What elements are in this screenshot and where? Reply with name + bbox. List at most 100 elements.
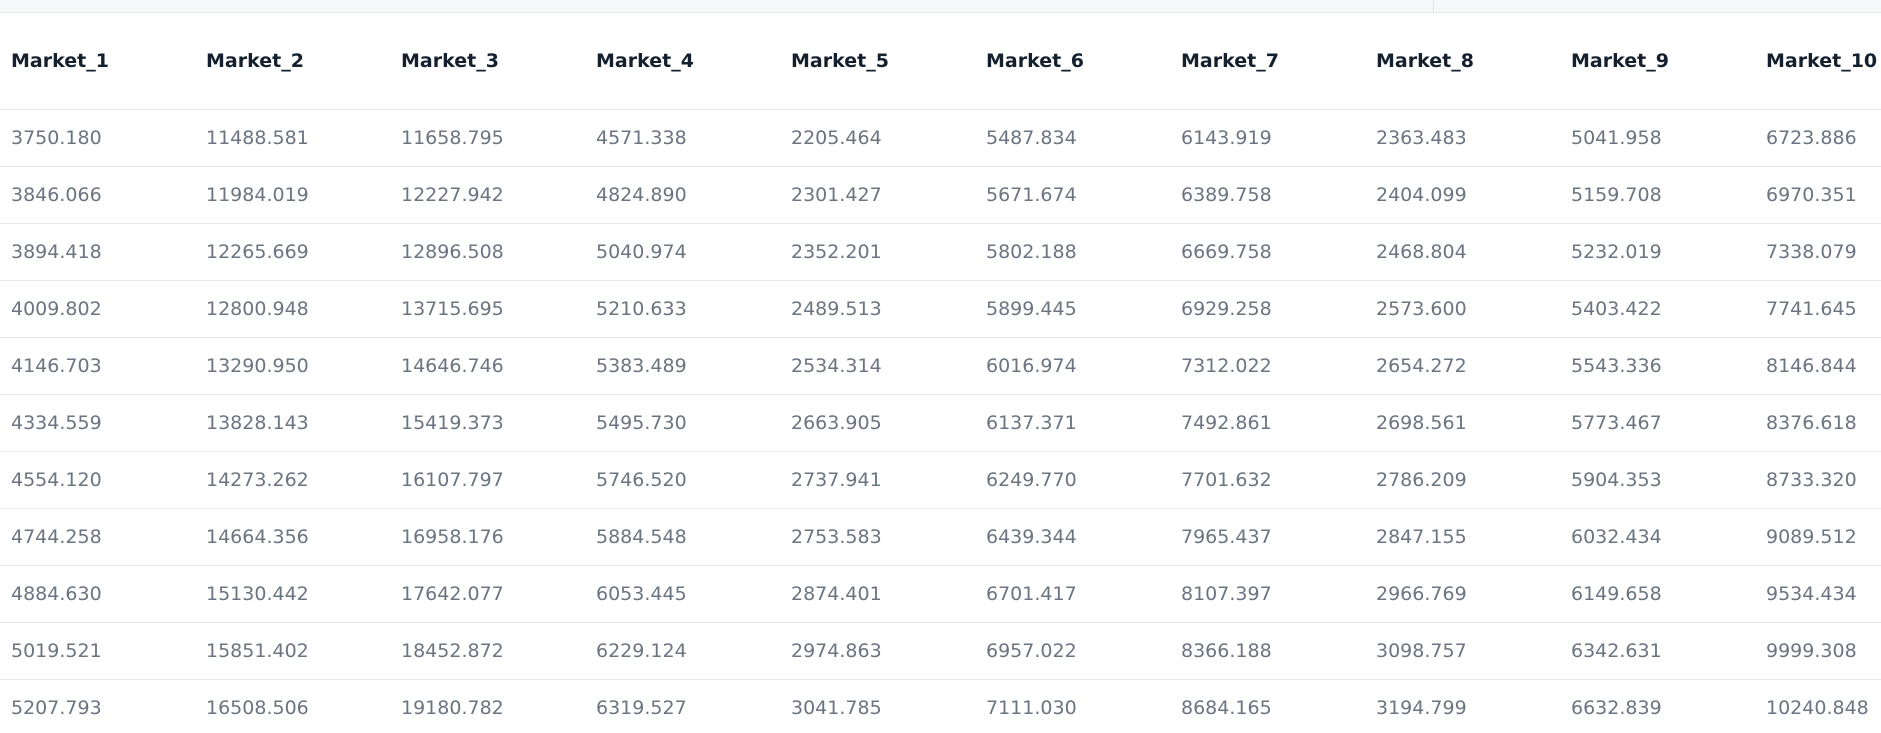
table-cell: 9089.512: [1755, 508, 1881, 566]
table-cell: 7701.632: [1170, 451, 1365, 509]
table-cell: 5040.974: [585, 223, 780, 281]
table-cell: 8376.618: [1755, 394, 1881, 452]
table-cell: 6342.631: [1560, 622, 1755, 680]
table-cell: 12227.942: [390, 166, 585, 224]
table-cell: 7338.079: [1755, 223, 1881, 281]
table-cell: 2786.209: [1365, 451, 1560, 509]
table-row[interactable]: 4884.630 15130.442 17642.077 6053.445 2874.4…: [0, 565, 1881, 623]
table-row[interactable]: 3846.066 11984.019 12227.942 4824.890 2301.4…: [0, 166, 1881, 224]
table-cell: 6389.758: [1170, 166, 1365, 224]
table-cell: 5746.520: [585, 451, 780, 509]
table-cell: 2363.483: [1365, 109, 1560, 167]
table-cell: 7492.861: [1170, 394, 1365, 452]
table-cell: 5487.834: [975, 109, 1170, 167]
table-cell: 5802.188: [975, 223, 1170, 281]
table-cell: 5671.674: [975, 166, 1170, 224]
table-cell: 5403.422: [1560, 280, 1755, 338]
table-cell: 6149.658: [1560, 565, 1755, 623]
column-header[interactable]: Market_2: [195, 13, 390, 110]
table-cell: 6957.022: [975, 622, 1170, 680]
table-cell: 2573.600: [1365, 280, 1560, 338]
column-header[interactable]: Market_10: [1755, 13, 1881, 110]
table-cell: 6632.839: [1560, 679, 1755, 733]
table-cell: 3750.180: [0, 109, 195, 167]
table-cell: 3894.418: [0, 223, 195, 281]
table-cell: 5159.708: [1560, 166, 1755, 224]
table-cell: 6249.770: [975, 451, 1170, 509]
table-cell: 13828.143: [195, 394, 390, 452]
table-cell: 6053.445: [585, 565, 780, 623]
table-row[interactable]: 4009.802 12800.948 13715.695 5210.633 2489.5…: [0, 280, 1881, 338]
header-row: Market_1 Market_2 Market_3 Market_4 Mark…: [0, 13, 1881, 110]
table-cell: 7741.645: [1755, 280, 1881, 338]
table-cell: 5495.730: [585, 394, 780, 452]
column-header[interactable]: Market_5: [780, 13, 975, 110]
table-cell: 5210.633: [585, 280, 780, 338]
table-cell: 2534.314: [780, 337, 975, 395]
table-row[interactable]: 4744.258 14664.356 16958.176 5884.548 2753.5…: [0, 508, 1881, 566]
table-cell: 5543.336: [1560, 337, 1755, 395]
table-cell: 2654.272: [1365, 337, 1560, 395]
table-cell: 3041.785: [780, 679, 975, 733]
table-row[interactable]: 5019.521 15851.402 18452.872 6229.124 2974.8…: [0, 622, 1881, 680]
table-cell: 16508.506: [195, 679, 390, 733]
table-cell: 5041.958: [1560, 109, 1755, 167]
table-cell: 8146.844: [1755, 337, 1881, 395]
table-cell: 19180.782: [390, 679, 585, 733]
table-cell: 3194.799: [1365, 679, 1560, 733]
table-cell: 11984.019: [195, 166, 390, 224]
table-cell: 4146.703: [0, 337, 195, 395]
table-cell: 5899.445: [975, 280, 1170, 338]
table-cell: 6016.974: [975, 337, 1170, 395]
column-header[interactable]: Market_6: [975, 13, 1170, 110]
column-header[interactable]: Market_9: [1560, 13, 1755, 110]
table-cell: 6229.124: [585, 622, 780, 680]
table-cell: 9999.308: [1755, 622, 1881, 680]
table-cell: 2847.155: [1365, 508, 1560, 566]
table-cell: 5232.019: [1560, 223, 1755, 281]
table-cell: 3098.757: [1365, 622, 1560, 680]
table-cell: 3846.066: [0, 166, 195, 224]
table-row[interactable]: 4334.559 13828.143 15419.373 5495.730 2663.9…: [0, 394, 1881, 452]
column-header[interactable]: Market_8: [1365, 13, 1560, 110]
table-cell: 14273.262: [195, 451, 390, 509]
table-cell: 8684.165: [1170, 679, 1365, 733]
table-cell: 6439.344: [975, 508, 1170, 566]
table-cell: 6137.371: [975, 394, 1170, 452]
table-cell: 16958.176: [390, 508, 585, 566]
table-cell: 4884.630: [0, 565, 195, 623]
table-cell: 12800.948: [195, 280, 390, 338]
column-header[interactable]: Market_7: [1170, 13, 1365, 110]
table-cell: 2966.769: [1365, 565, 1560, 623]
table-cell: 17642.077: [390, 565, 585, 623]
table-row[interactable]: 3894.418 12265.669 12896.508 5040.974 2352.2…: [0, 223, 1881, 281]
top-toolbar-strip: [0, 0, 1881, 13]
data-table: Market_1 Market_2 Market_3 Market_4 Mark…: [0, 13, 1881, 733]
table-cell: 6929.258: [1170, 280, 1365, 338]
table-cell: 7111.030: [975, 679, 1170, 733]
table-cell: 11658.795: [390, 109, 585, 167]
toolbar-divider: [1433, 0, 1434, 12]
column-header[interactable]: Market_3: [390, 13, 585, 110]
table-row[interactable]: 3750.180 11488.581 11658.795 4571.338 2205.4…: [0, 109, 1881, 167]
table-cell: 11488.581: [195, 109, 390, 167]
table-cell: 5884.548: [585, 508, 780, 566]
table-cell: 7965.437: [1170, 508, 1365, 566]
table-row[interactable]: 5207.793 16508.506 19180.782 6319.527 3041.7…: [0, 679, 1881, 733]
table-cell: 6143.919: [1170, 109, 1365, 167]
column-header[interactable]: Market_4: [585, 13, 780, 110]
table-row[interactable]: 4146.703 13290.950 14646.746 5383.489 2534.3…: [0, 337, 1881, 395]
table-cell: 10240.848: [1755, 679, 1881, 733]
table-cell: 2753.583: [780, 508, 975, 566]
table-cell: 13715.695: [390, 280, 585, 338]
table-cell: 2737.941: [780, 451, 975, 509]
column-header[interactable]: Market_1: [0, 13, 195, 110]
data-table-container[interactable]: Market_1 Market_2 Market_3 Market_4 Mark…: [0, 13, 1881, 733]
table-cell: 8733.320: [1755, 451, 1881, 509]
table-cell: 18452.872: [390, 622, 585, 680]
table-cell: 5773.467: [1560, 394, 1755, 452]
table-row[interactable]: 4554.120 14273.262 16107.797 5746.520 2737.9…: [0, 451, 1881, 509]
table-cell: 15130.442: [195, 565, 390, 623]
table-cell: 2205.464: [780, 109, 975, 167]
table-cell: 6669.758: [1170, 223, 1365, 281]
